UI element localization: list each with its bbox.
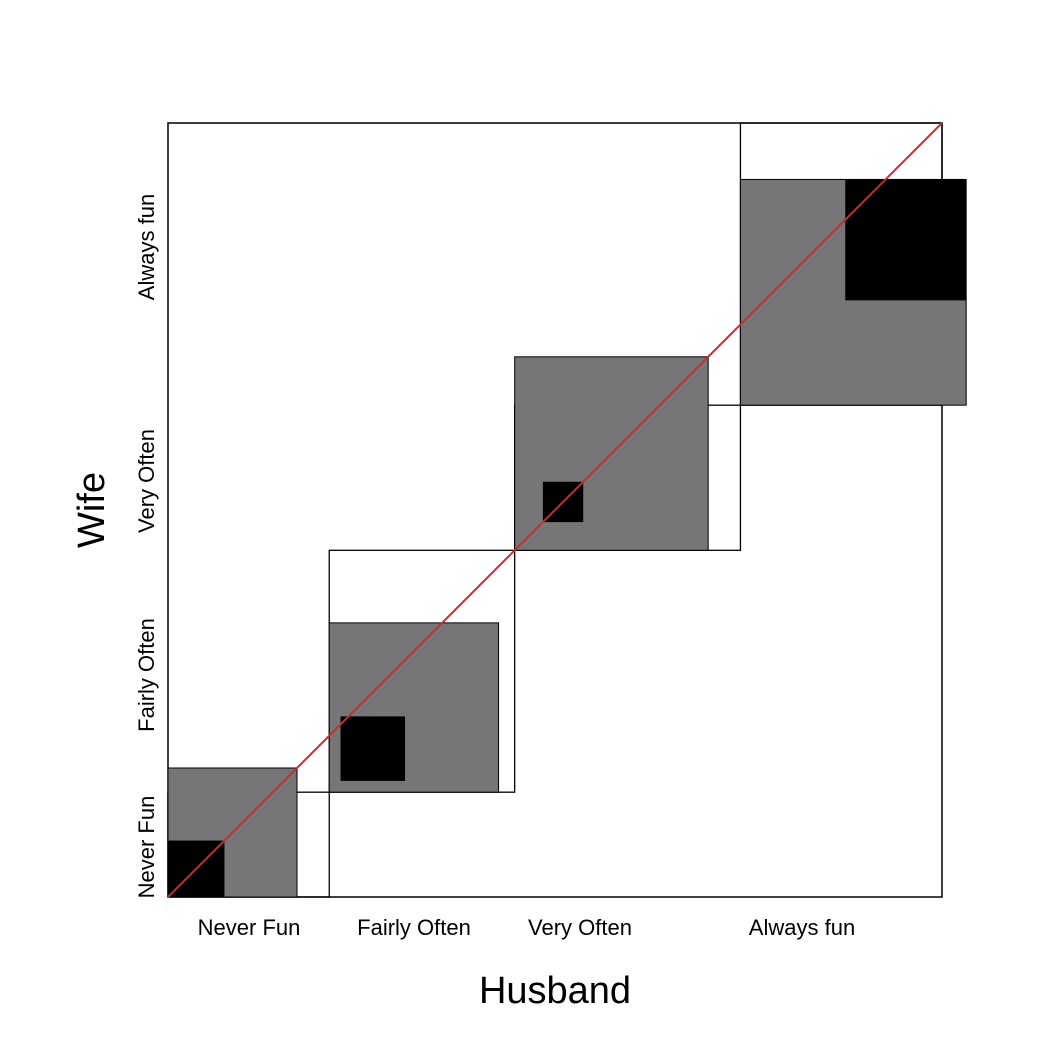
diagonal-reference-line bbox=[167, 122, 943, 898]
x-tick-label-4: Always fun bbox=[749, 915, 855, 940]
y-tick-label-1: Never Fun bbox=[134, 796, 159, 899]
x-tick-label-3: Very Often bbox=[528, 915, 632, 940]
x-tick-label-1: Never Fun bbox=[198, 915, 301, 940]
y-tick-label-4: Always fun bbox=[134, 194, 159, 300]
x-tick-label-2: Fairly Often bbox=[357, 915, 471, 940]
y-tick-label-2: Fairly Often bbox=[134, 618, 159, 732]
y-tick-label-3: Very Often bbox=[134, 429, 159, 533]
exact-agreement-box-4 bbox=[845, 179, 967, 301]
x-axis-title: Husband bbox=[479, 970, 631, 1012]
plot-frame bbox=[167, 122, 943, 898]
exact-agreement-box-2 bbox=[340, 716, 406, 781]
y-axis-title: Wife bbox=[71, 472, 113, 548]
